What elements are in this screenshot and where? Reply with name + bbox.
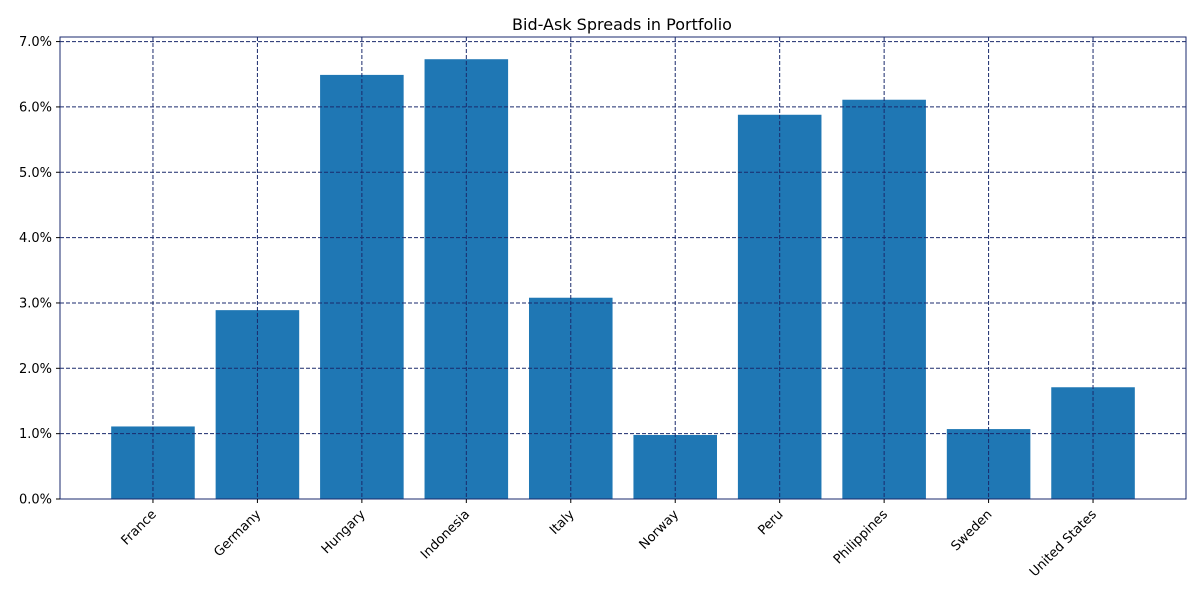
axes-layer (59, 36, 1187, 500)
x-tick-label: Indonesia (418, 507, 473, 562)
y-tick-label: 6.0% (19, 100, 52, 115)
x-tick-label: Germany (211, 507, 264, 560)
axes-frame (59, 36, 1187, 500)
x-tick-label: Norway (637, 507, 683, 553)
x-tick-label: Peru (755, 507, 786, 538)
y-tick-label: 5.0% (19, 166, 52, 181)
x-tick-label: Hungary (319, 507, 369, 557)
x-tick-label: Italy (547, 507, 578, 538)
bar-france (111, 426, 195, 499)
x-tick-label: United States (1027, 507, 1100, 580)
bars-layer (111, 59, 1135, 500)
y-axis-ticks: 0.0% 1.0% 2.0% 3.0% 4.0% 5.0% 6.0% 7.0% (19, 35, 60, 508)
y-tick-label: 0.0% (19, 493, 52, 508)
y-tick-label: 4.0% (19, 231, 52, 246)
chart-title: Bid-Ask Spreads in Portfolio (512, 15, 732, 34)
y-tick-label: 3.0% (19, 296, 52, 311)
y-tick-label: 1.0% (19, 427, 52, 442)
x-tick-label: Sweden (948, 507, 995, 554)
x-tick-label: France (119, 507, 160, 548)
y-tick-label: 2.0% (19, 362, 52, 377)
y-tick-label: 7.0% (19, 35, 52, 50)
x-axis-ticks: France Germany Hungary Indonesia Italy Norway… (119, 499, 1100, 580)
x-tick-label: Philippines (831, 507, 891, 567)
